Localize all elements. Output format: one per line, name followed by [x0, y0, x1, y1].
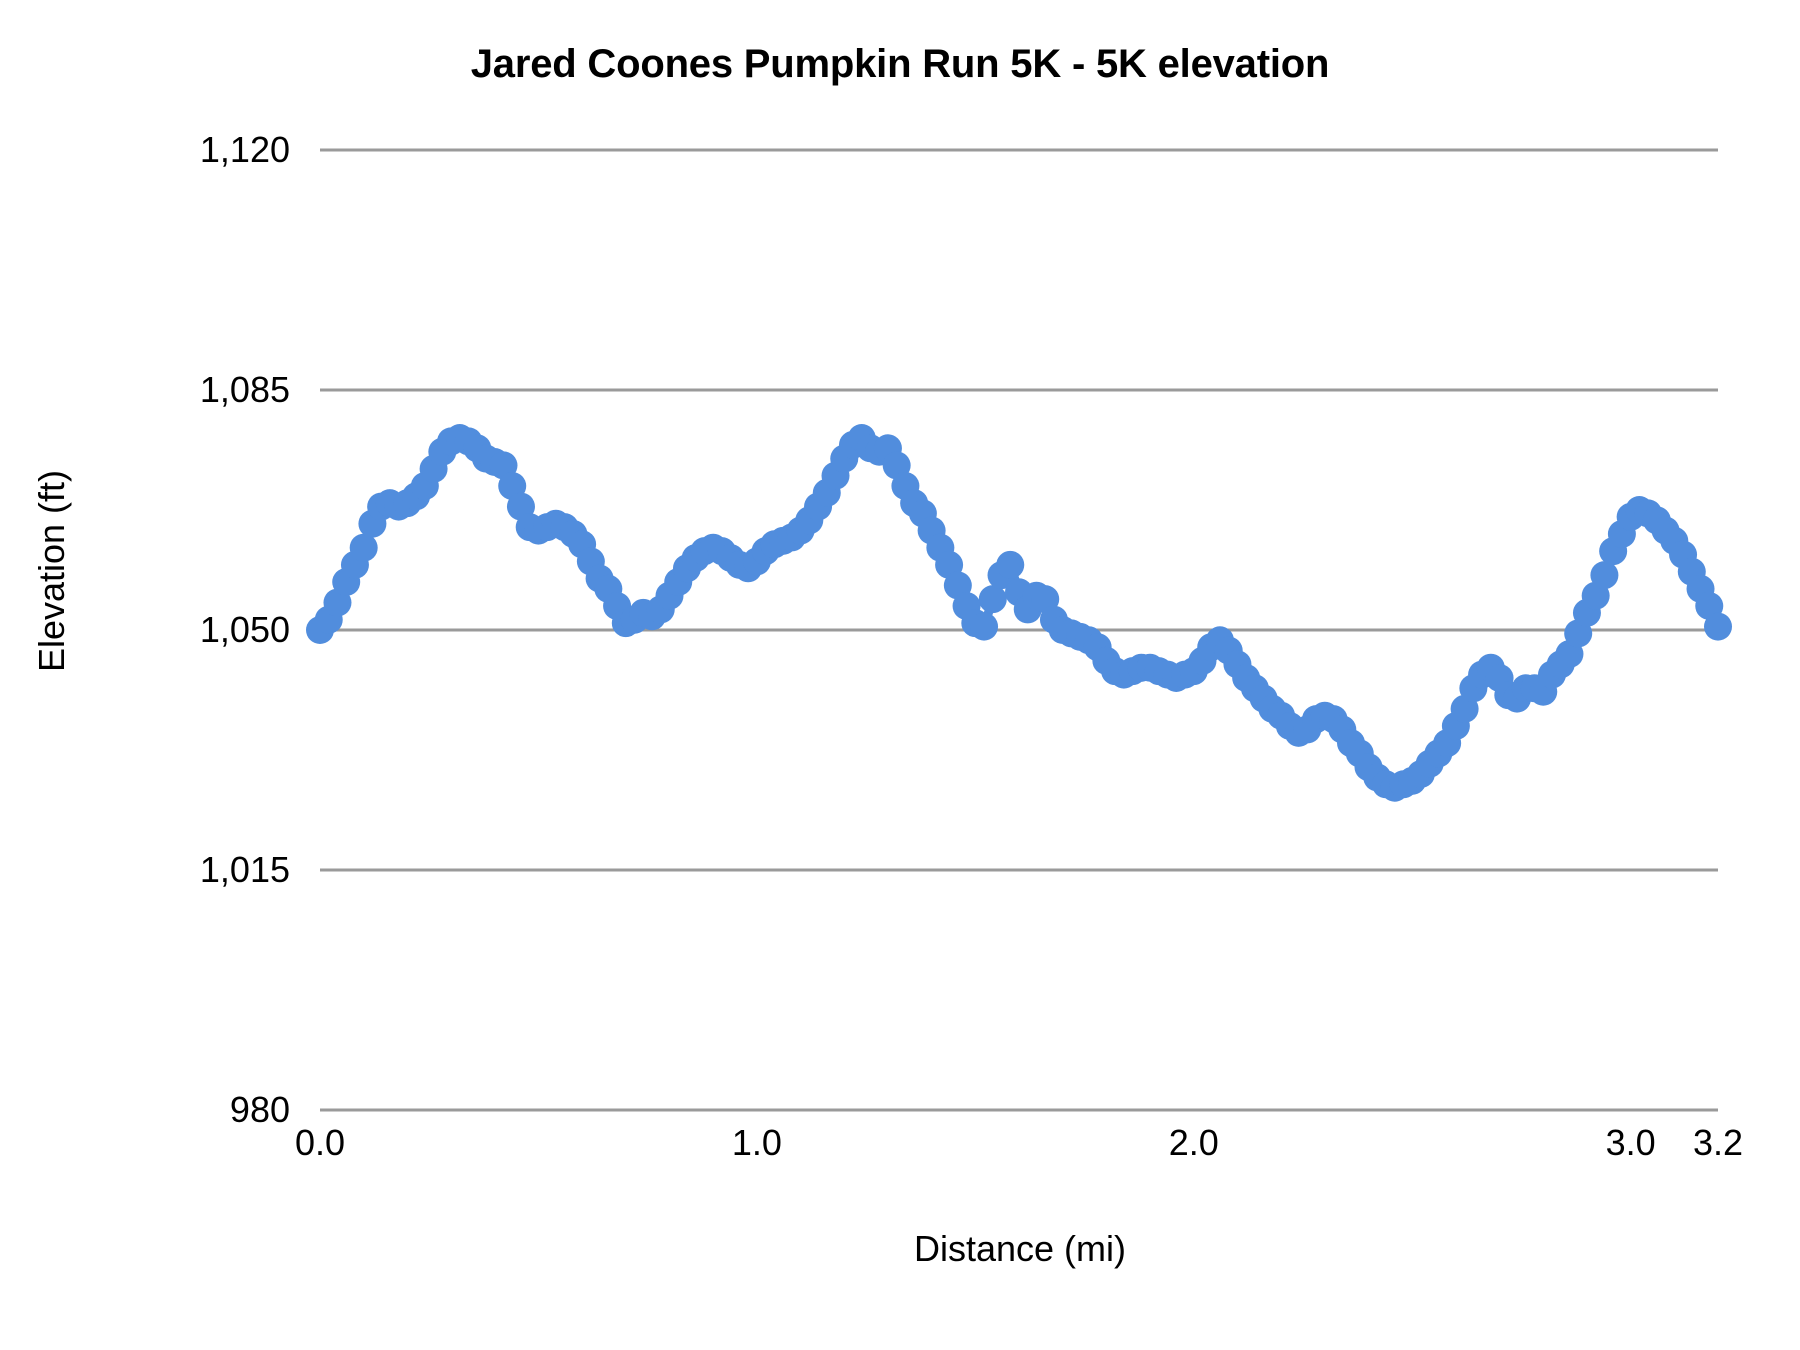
y-axis-tick-label: 1,015 — [199, 849, 290, 890]
plot-area — [306, 148, 1732, 1112]
data-point-marker[interactable] — [970, 612, 999, 641]
data-point-marker[interactable] — [1704, 612, 1732, 641]
x-axis-title: Distance (mi) — [913, 1228, 1127, 1269]
data-point-marker[interactable] — [1590, 561, 1619, 590]
x-axis-tick-label: 3.0 — [1605, 1122, 1656, 1163]
y-axis-tick-label: 980 — [229, 1089, 290, 1130]
chart-title: Jared Coones Pumpkin Run 5K - 5K elevati… — [470, 42, 1330, 86]
y-axis-tick-label: 1,050 — [199, 609, 290, 650]
y-axis-tick-labels: 980 1,015 1,050 1,085 1,120 — [60, 0, 290, 1350]
x-axis-tick-label: 2.0 — [1168, 1122, 1219, 1163]
x-axis-tick-label: 1.0 — [731, 1122, 782, 1163]
y-axis-tick-label: 1,085 — [199, 369, 290, 410]
y-axis-tick-label: 1,120 — [199, 129, 290, 170]
data-point-marker[interactable] — [349, 533, 378, 562]
data-point-marker[interactable] — [978, 585, 1007, 614]
x-axis-tick-label: 3.2 — [1692, 1122, 1744, 1163]
series-plot — [306, 148, 1732, 1112]
x-axis-tick-label: 0.0 — [294, 1122, 346, 1163]
data-point-marker[interactable] — [996, 550, 1025, 579]
